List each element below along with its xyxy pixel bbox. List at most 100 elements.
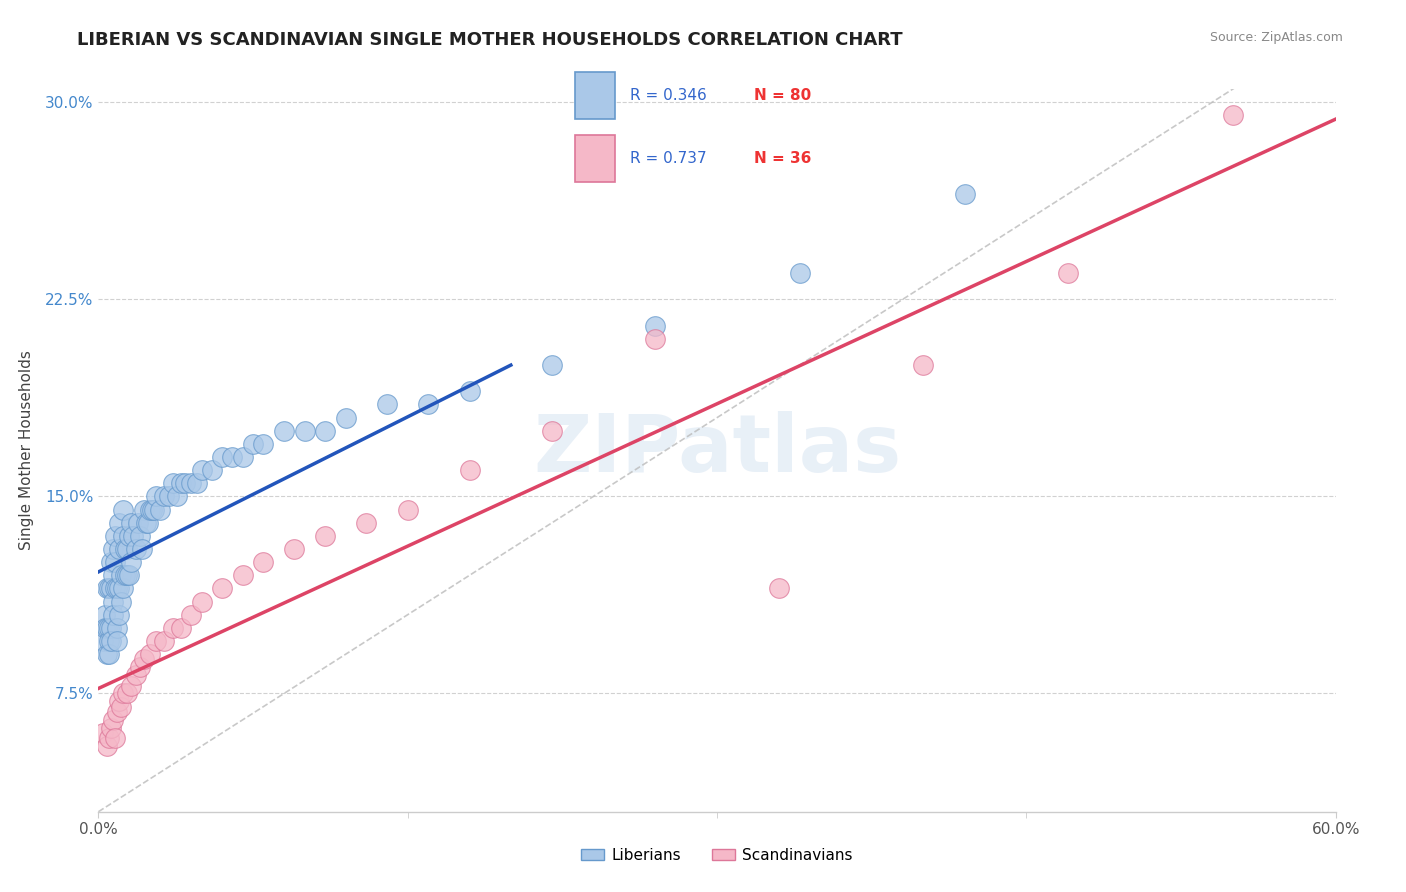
Point bbox=[112, 686, 135, 700]
Point bbox=[153, 490, 176, 504]
Point bbox=[110, 594, 132, 608]
Text: R = 0.737: R = 0.737 bbox=[630, 152, 707, 167]
Point bbox=[110, 568, 132, 582]
Point bbox=[242, 437, 264, 451]
Point bbox=[101, 713, 124, 727]
Point bbox=[912, 358, 935, 372]
Point bbox=[418, 397, 440, 411]
Point bbox=[105, 634, 128, 648]
Point bbox=[97, 621, 120, 635]
Point bbox=[96, 582, 118, 596]
Point bbox=[112, 529, 135, 543]
Point bbox=[180, 607, 202, 622]
Point bbox=[97, 634, 120, 648]
Point bbox=[118, 568, 141, 582]
Point bbox=[120, 679, 142, 693]
Text: ZIPatlas: ZIPatlas bbox=[533, 411, 901, 490]
Point bbox=[170, 476, 193, 491]
Point bbox=[104, 582, 127, 596]
Point bbox=[149, 502, 172, 516]
Point bbox=[789, 266, 811, 280]
Legend: Liberians, Scandinavians: Liberians, Scandinavians bbox=[575, 842, 859, 869]
Point bbox=[118, 529, 141, 543]
Point bbox=[112, 582, 135, 596]
Point bbox=[105, 621, 128, 635]
Point bbox=[232, 568, 254, 582]
Point bbox=[162, 476, 184, 491]
Point bbox=[114, 541, 136, 556]
Point bbox=[104, 731, 127, 746]
Point bbox=[101, 594, 124, 608]
Point bbox=[114, 568, 136, 582]
Point bbox=[211, 450, 233, 464]
Point bbox=[145, 490, 167, 504]
Point bbox=[110, 699, 132, 714]
Point bbox=[120, 516, 142, 530]
Point bbox=[97, 647, 120, 661]
Text: R = 0.346: R = 0.346 bbox=[630, 87, 707, 103]
Point bbox=[1222, 108, 1244, 122]
Point bbox=[294, 424, 316, 438]
Point bbox=[117, 541, 139, 556]
Point bbox=[108, 582, 131, 596]
Point bbox=[458, 463, 481, 477]
Point bbox=[96, 647, 118, 661]
Point bbox=[132, 652, 155, 666]
Point bbox=[145, 634, 167, 648]
Point bbox=[135, 516, 157, 530]
Text: N = 36: N = 36 bbox=[754, 152, 811, 167]
Point bbox=[190, 594, 212, 608]
Point bbox=[157, 490, 180, 504]
Point bbox=[335, 410, 357, 425]
Point bbox=[139, 647, 162, 661]
Point bbox=[96, 621, 118, 635]
Point bbox=[124, 668, 146, 682]
Point bbox=[105, 705, 128, 719]
Point bbox=[1056, 266, 1078, 280]
Point bbox=[100, 621, 122, 635]
Point bbox=[108, 694, 131, 708]
Point bbox=[108, 516, 131, 530]
Point bbox=[314, 424, 336, 438]
Point bbox=[122, 529, 145, 543]
Point bbox=[458, 384, 481, 399]
Point bbox=[273, 424, 295, 438]
Point bbox=[101, 541, 124, 556]
FancyBboxPatch shape bbox=[575, 71, 614, 119]
Point bbox=[232, 450, 254, 464]
Point bbox=[396, 502, 419, 516]
Point bbox=[128, 660, 150, 674]
Point bbox=[541, 358, 564, 372]
Point bbox=[143, 502, 166, 516]
Point bbox=[141, 502, 163, 516]
Point bbox=[104, 529, 127, 543]
Point bbox=[221, 450, 243, 464]
Point bbox=[105, 582, 128, 596]
Point bbox=[375, 397, 398, 411]
Point bbox=[131, 541, 153, 556]
Point bbox=[104, 555, 127, 569]
Point bbox=[108, 541, 131, 556]
Y-axis label: Single Mother Households: Single Mother Households bbox=[18, 351, 34, 550]
Point bbox=[190, 463, 212, 477]
Point bbox=[132, 502, 155, 516]
Point bbox=[117, 686, 139, 700]
Point bbox=[541, 424, 564, 438]
Point bbox=[644, 332, 666, 346]
FancyBboxPatch shape bbox=[575, 136, 614, 183]
Point bbox=[127, 516, 149, 530]
Point bbox=[211, 582, 233, 596]
Point bbox=[91, 726, 114, 740]
Point bbox=[97, 731, 120, 746]
Point bbox=[96, 739, 118, 753]
Point bbox=[186, 476, 208, 491]
Point bbox=[283, 541, 305, 556]
Point bbox=[91, 634, 114, 648]
Point bbox=[139, 502, 162, 516]
Point bbox=[314, 529, 336, 543]
Point bbox=[180, 476, 202, 491]
Point bbox=[108, 607, 131, 622]
Point bbox=[100, 721, 122, 735]
Point bbox=[174, 476, 197, 491]
Point bbox=[136, 516, 159, 530]
